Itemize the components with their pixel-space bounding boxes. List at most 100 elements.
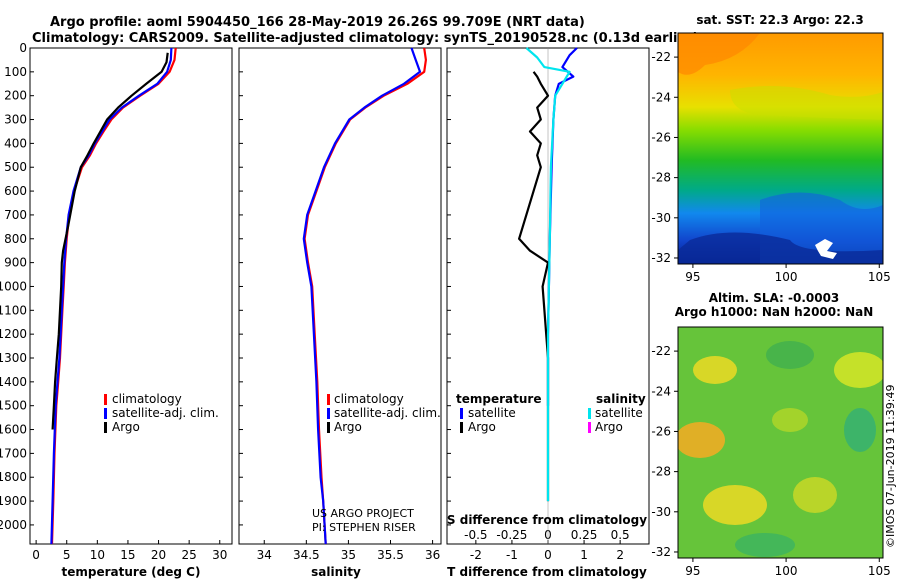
series-line-argo bbox=[51, 52, 169, 430]
depth-tick-label: 1700 bbox=[0, 446, 27, 460]
sla-map-ticks: 95 100 105 -22 -24 -26 -28 -30 -32 bbox=[651, 344, 890, 578]
legend-swatch-satellite-s bbox=[588, 408, 591, 419]
depth-tick-label: 0 bbox=[19, 41, 27, 55]
sla-high-5 bbox=[793, 477, 837, 513]
depth-tick-label: 1300 bbox=[0, 351, 27, 365]
x-tick-label: 5 bbox=[63, 548, 71, 562]
legend-label-argo-t: Argo bbox=[468, 420, 496, 434]
legend-label-climatology: climatology bbox=[112, 392, 182, 406]
x-tick-label: 0 bbox=[32, 548, 40, 562]
x-tick-label: 35.5 bbox=[377, 548, 404, 562]
imos-watermark: ©IMOS 07-Jun-2019 11:39:49 bbox=[884, 384, 897, 548]
map-y-tick-label: -24 bbox=[651, 384, 671, 398]
salinity-xlabel: salinity bbox=[311, 565, 361, 579]
map-y-tick-label: -30 bbox=[651, 505, 671, 519]
sla-low-2 bbox=[766, 341, 814, 369]
depth-tick-label: 1400 bbox=[0, 375, 27, 389]
sla-map-subtitle: Argo h1000: NaN h2000: NaN bbox=[675, 305, 874, 319]
x-tick-label: 30 bbox=[212, 548, 227, 562]
x-tick-label: 20 bbox=[151, 548, 166, 562]
map-y-tick-label: -22 bbox=[651, 50, 671, 64]
depth-tick-label: 1500 bbox=[0, 399, 27, 413]
depth-tick-label: 1900 bbox=[0, 494, 27, 508]
x-tick-label: 25 bbox=[182, 548, 197, 562]
x-tick-label: 36 bbox=[425, 548, 440, 562]
sst-map-title: sat. SST: 22.3 Argo: 22.3 bbox=[696, 13, 863, 27]
depth-tick-label: 700 bbox=[4, 208, 27, 222]
difference-panel: -2 -1 0 1 2-0.5 -0.25 0 0.25 0.5 temperature sat… bbox=[446, 47, 650, 579]
depth-tick-label: 1800 bbox=[0, 470, 27, 484]
figure-title-line2: Climatology: CARS2009. Satellite-adjuste… bbox=[32, 31, 699, 46]
legend-swatch-argo bbox=[327, 422, 330, 433]
legend-swatch-climatology bbox=[104, 394, 107, 405]
x-tick-label: -1 bbox=[506, 548, 518, 562]
salinity-legend: climatology satellite-adj. clim. Argo bbox=[327, 392, 441, 434]
s-diff-tick-label: -0.5 bbox=[464, 528, 487, 542]
sst-heatmap bbox=[678, 33, 883, 264]
series-line-satellite-salinity- bbox=[525, 47, 571, 502]
map-y-tick-label: -28 bbox=[651, 465, 671, 479]
x-tick-label: 10 bbox=[90, 548, 105, 562]
legend-label-satellite-t: satellite bbox=[468, 406, 516, 420]
depth-tick-label: 900 bbox=[4, 256, 27, 270]
x-tick-label: 1 bbox=[580, 548, 588, 562]
map-x-tick-label: 100 bbox=[775, 270, 798, 284]
legend-swatch-argo bbox=[104, 422, 107, 433]
sla-high-4 bbox=[703, 485, 767, 525]
t-difference-xlabel: T difference from climatology bbox=[447, 565, 647, 579]
depth-tick-label: 2000 bbox=[0, 518, 27, 532]
salinity-panel: 34 34.5 35 35.5 36 climatology satellite-adj… bbox=[238, 47, 442, 579]
legend-title-temperature: temperature bbox=[456, 392, 541, 406]
map-x-tick-label: 105 bbox=[868, 564, 891, 578]
sla-map-frame bbox=[677, 326, 884, 559]
series-line-satellite-adj-clim- bbox=[302, 47, 422, 545]
x-tick-label: 0 bbox=[544, 548, 552, 562]
s-diff-tick-label: 0.25 bbox=[571, 528, 598, 542]
temperature-legend: climatology satellite-adj. clim. Argo bbox=[104, 392, 219, 434]
difference-series bbox=[517, 47, 578, 502]
credit-project: US ARGO PROJECT bbox=[312, 507, 414, 520]
map-y-tick-label: -28 bbox=[651, 171, 671, 185]
map-x-tick-label: 95 bbox=[685, 270, 700, 284]
difference-legend-salinity: salinity satellite Argo bbox=[588, 392, 646, 434]
legend-swatch-argo-s bbox=[588, 422, 591, 433]
temperature-panel: 0100200300400500600700800900100011001200… bbox=[0, 41, 233, 579]
map-y-tick-label: -30 bbox=[651, 211, 671, 225]
s-diff-tick-label: -0.25 bbox=[496, 528, 527, 542]
sla-high-3 bbox=[834, 352, 883, 388]
legend-label-satellite: satellite-adj. clim. bbox=[112, 406, 219, 420]
series-line-satellite-adj-clim- bbox=[50, 47, 173, 545]
depth-tick-label: 200 bbox=[4, 89, 27, 103]
salinity-tick-labels: 34 34.5 35 35.5 36 bbox=[239, 47, 440, 562]
sst-warm-patch bbox=[678, 33, 760, 75]
map-x-tick-label: 100 bbox=[775, 564, 798, 578]
x-tick-label: 2 bbox=[616, 548, 624, 562]
x-tick-label: 34.5 bbox=[293, 548, 320, 562]
sla-high-1 bbox=[678, 422, 725, 458]
map-x-tick-label: 95 bbox=[685, 564, 700, 578]
figure-title-line1: Argo profile: aoml 5904450_166 28-May-20… bbox=[50, 15, 585, 30]
salinity-series bbox=[302, 47, 427, 545]
sla-map-panel: Altim. SLA: -0.0003 Argo h1000: NaN h200… bbox=[651, 291, 890, 578]
legend-swatch-satellite bbox=[327, 408, 330, 419]
map-y-tick-label: -32 bbox=[651, 545, 671, 559]
map-y-tick-label: -22 bbox=[651, 344, 671, 358]
sla-high-6 bbox=[772, 408, 808, 432]
sla-map-title: Altim. SLA: -0.0003 bbox=[709, 291, 840, 305]
sst-mid-patch bbox=[730, 86, 883, 120]
map-y-tick-label: -26 bbox=[651, 130, 671, 144]
legend-label-climatology: climatology bbox=[334, 392, 404, 406]
temperature-xlabel: temperature (deg C) bbox=[62, 565, 201, 579]
legend-label-argo-s: Argo bbox=[595, 420, 623, 434]
legend-label-satellite: satellite-adj. clim. bbox=[334, 406, 441, 420]
x-tick-label: 35 bbox=[341, 548, 356, 562]
legend-label-argo: Argo bbox=[334, 420, 362, 434]
legend-swatch-argo-t bbox=[460, 422, 463, 433]
temperature-tick-labels: 0 5 10 15 20 25 30 bbox=[32, 540, 227, 562]
depth-tick-label: 1200 bbox=[0, 327, 27, 341]
depth-tick-label: 1600 bbox=[0, 423, 27, 437]
temperature-series bbox=[50, 47, 177, 545]
legend-swatch-satellite-t bbox=[460, 408, 463, 419]
map-y-tick-label: -26 bbox=[651, 424, 671, 438]
series-line-argo-temperature- bbox=[517, 71, 550, 502]
